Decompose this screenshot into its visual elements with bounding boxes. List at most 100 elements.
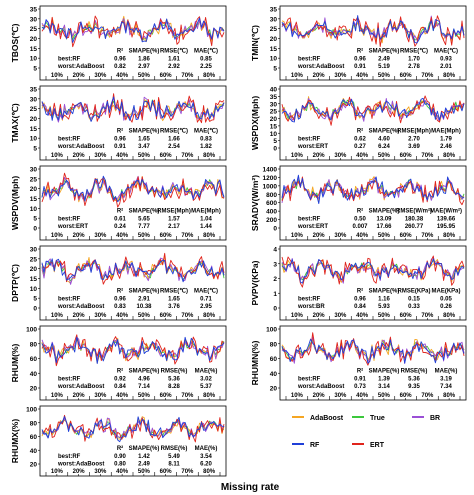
y-axis-label: DPTP(℃) [10, 264, 20, 302]
stats-value: 3.54 [200, 454, 212, 460]
panel-dptp: 0 5 10 15 20 25 30 DPTP(℃) 10% 20% 30% 40% 50% 60% 70%… [10, 245, 227, 321]
stats-value: 0.96 [354, 57, 366, 63]
stats-value: 0.91 [114, 144, 126, 150]
x-tick-label: 10% [51, 233, 64, 239]
x-tick-label: 50% [378, 313, 391, 319]
worst-model-label: worst:AdaBoost [57, 304, 104, 310]
stats-value: 1.42 [138, 454, 150, 460]
stats-header: R² [357, 208, 363, 215]
panel-tmax: 5 10 15 20 25 30 35 TMAX(℃) 10% 20% 30% 40% 50% 60% 70… [10, 85, 227, 161]
panel-pvpv: 0 1 2 3 4 PVPV(KPa) 10% 20% 30% 40% 50% 60% 70% 80% R²… [250, 245, 467, 321]
series-line-rf [41, 96, 225, 122]
x-axis-label: Missing rate [221, 482, 280, 493]
x-tick-label: 40% [116, 393, 129, 399]
stats-value: 195.95 [437, 224, 456, 230]
stats-value: 0.91 [354, 64, 366, 70]
stats-value: 1.44 [200, 224, 212, 230]
x-tick-label: 40% [356, 233, 369, 239]
y-tick-label: 5 [273, 66, 277, 73]
series-line-rf [41, 175, 225, 203]
best-model-label: best:RF [58, 297, 81, 303]
y-tick-label: 35 [30, 7, 38, 14]
stats-value: 2.91 [138, 297, 150, 303]
x-tick-label: 10% [51, 469, 64, 475]
x-tick-label: 70% [181, 469, 194, 475]
series-line-br [41, 257, 225, 285]
y-tick-label: 10 [270, 56, 278, 63]
stats-header: RMSE(%) [161, 446, 188, 452]
legend-label: AdaBoost [310, 415, 344, 422]
x-tick-label: 20% [313, 313, 326, 319]
stats-header: MAE(℃) [194, 128, 218, 135]
y-tick-label: 5 [273, 138, 277, 145]
x-tick-label: 60% [160, 73, 173, 79]
y-tick-label: 25 [30, 106, 38, 113]
series-line-rf [281, 174, 465, 205]
stats-value: 2.70 [408, 137, 420, 143]
plot-frame [39, 85, 227, 161]
x-tick-label: 10% [291, 73, 304, 79]
stats-value: 5.49 [168, 454, 180, 460]
y-axis-label: PVPV(KPa) [250, 260, 260, 305]
legend-item-adaboost: AdaBoost [292, 415, 344, 422]
stats-value: 0.83 [114, 304, 126, 310]
x-tick-label: 50% [138, 313, 151, 319]
series-line-ert [41, 15, 225, 48]
x-tick-label: 10% [291, 313, 304, 319]
x-tick-label: 60% [160, 393, 173, 399]
stats-value: 0.27 [354, 144, 366, 150]
x-tick-label: 20% [313, 233, 326, 239]
stats-value: 2.97 [138, 64, 150, 70]
y-tick-label: 1400 [263, 167, 278, 174]
x-tick-label: 30% [334, 153, 347, 159]
x-tick-label: 70% [421, 73, 434, 79]
y-tick-label: 20 [270, 36, 278, 43]
stats-value: 0.33 [408, 304, 420, 310]
series-line-ert [41, 172, 225, 208]
worst-model-label: worst:ERT [297, 144, 328, 150]
best-model-label: best:RF [58, 57, 81, 63]
panel-wspdv: 0 5 10 15 20 25 30 WSPDV(Mph) 10% 20% 30% 40% 50% 60%… [10, 165, 227, 241]
stats-value: 3.02 [200, 377, 212, 383]
y-tick-label: 20 [30, 462, 38, 469]
series-line-rf [281, 15, 465, 44]
y-tick-label: 30 [30, 247, 38, 254]
y-tick-label: 60 [270, 356, 278, 363]
stats-value: 0.007 [352, 224, 368, 230]
x-tick-label: 70% [421, 393, 434, 399]
x-tick-label: 60% [400, 393, 413, 399]
stats-value: 5.36 [408, 377, 420, 383]
stats-header: MAE(℃) [194, 288, 218, 295]
stats-header: SMAPE(%) [369, 129, 400, 135]
stats-value: 13.09 [376, 217, 392, 223]
legend-label: True [370, 415, 385, 422]
x-tick-label: 10% [51, 153, 64, 159]
x-tick-label: 20% [313, 153, 326, 159]
x-tick-label: 80% [443, 393, 456, 399]
series-line-ert [281, 95, 465, 126]
y-tick-label: 5 [33, 66, 37, 73]
stats-value: 0.96 [354, 297, 366, 303]
stats-value: 0.83 [200, 137, 212, 143]
x-tick-label: 20% [73, 153, 86, 159]
y-tick-label: 0 [273, 226, 277, 233]
y-tick-label: 35 [270, 94, 278, 101]
y-tick-label: 0 [273, 146, 277, 153]
x-tick-label: 30% [94, 313, 107, 319]
y-tick-label: 15 [30, 196, 38, 203]
series-line-rf [41, 416, 225, 443]
y-axis-label: RHUMX(%) [10, 419, 20, 464]
stats-value: 0.82 [114, 64, 126, 70]
x-tick-label: 80% [203, 469, 216, 475]
stats-header: R² [117, 288, 123, 295]
y-tick-label: 80 [270, 341, 278, 348]
x-tick-label: 80% [203, 233, 216, 239]
stats-value: 3.69 [408, 144, 420, 150]
x-tick-label: 70% [181, 73, 194, 79]
y-tick-label: 20 [30, 116, 38, 123]
legend-item-rf: RF [292, 442, 320, 449]
stats-value: 4.96 [138, 377, 150, 383]
stats-header: R² [117, 128, 123, 135]
stats-value: 2.01 [440, 64, 452, 70]
